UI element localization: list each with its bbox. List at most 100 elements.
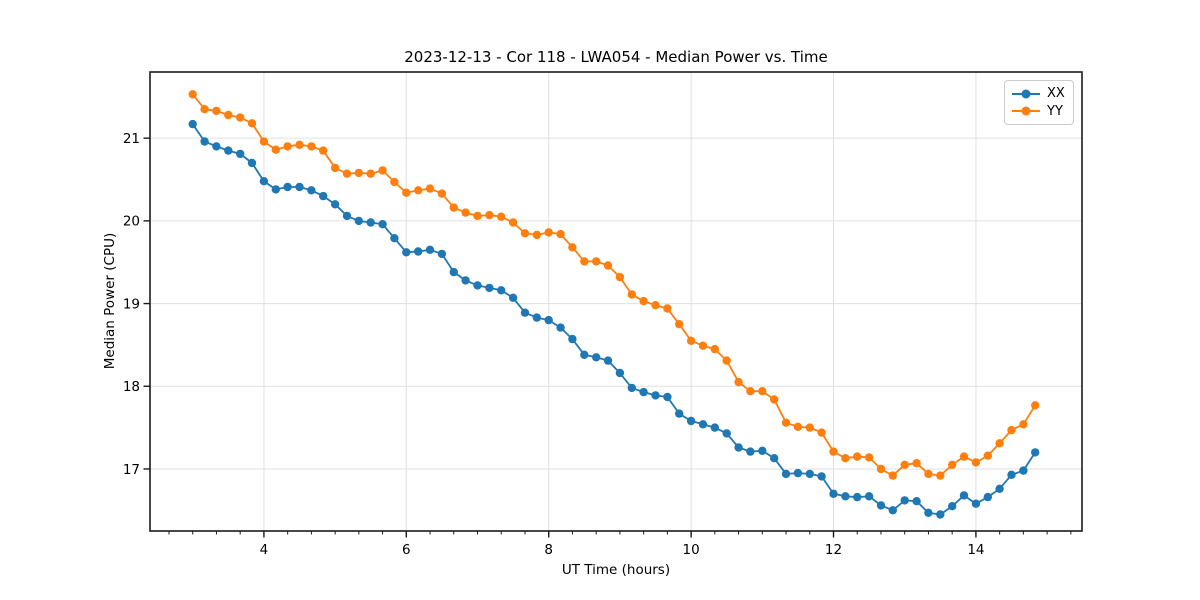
data-point-xx bbox=[876, 501, 886, 510]
y-axis-label: Median Power (CPU) bbox=[102, 232, 118, 370]
legend-item-yy: YY bbox=[1012, 105, 1066, 118]
data-point-yy bbox=[983, 451, 992, 460]
data-point-xx bbox=[520, 308, 530, 317]
data-point-yy bbox=[770, 395, 779, 404]
data-point-yy bbox=[330, 163, 340, 173]
data-point-yy bbox=[319, 146, 328, 155]
data-point-yy bbox=[651, 301, 660, 310]
data-point-xx bbox=[342, 211, 352, 221]
data-point-yy bbox=[307, 142, 316, 151]
data-point-yy bbox=[378, 166, 387, 175]
legend-line-marker-sample bbox=[1012, 88, 1040, 99]
data-point-xx bbox=[473, 281, 482, 290]
data-point-yy bbox=[437, 189, 447, 198]
legend: XX YY bbox=[1004, 80, 1074, 125]
data-point-xx bbox=[1031, 448, 1040, 457]
data-point-xx bbox=[615, 368, 625, 378]
x-tick-label: 12 bbox=[825, 542, 842, 558]
data-point-yy bbox=[912, 459, 921, 468]
axes-spines bbox=[149, 71, 1083, 532]
data-point-yy bbox=[485, 210, 494, 220]
data-point-xx bbox=[200, 137, 209, 146]
data-point-yy bbox=[995, 439, 1004, 448]
y-tick-label: 20 bbox=[123, 214, 140, 230]
data-point-xx bbox=[485, 283, 494, 293]
data-point-xx bbox=[829, 489, 838, 498]
data-point-yy bbox=[556, 229, 565, 239]
data-point-yy bbox=[188, 90, 197, 99]
data-point-yy bbox=[390, 177, 399, 187]
data-point-xx bbox=[425, 245, 435, 254]
data-point-xx bbox=[307, 186, 316, 195]
data-point-yy bbox=[461, 208, 470, 217]
data-point-yy bbox=[544, 228, 553, 237]
data-point-yy bbox=[746, 387, 755, 396]
data-point-xx bbox=[781, 469, 791, 479]
data-point-xx bbox=[414, 247, 423, 256]
series-line-xx bbox=[191, 123, 1036, 516]
data-point-xx bbox=[544, 315, 553, 325]
data-point-yy bbox=[402, 188, 411, 197]
data-point-xx bbox=[354, 216, 363, 226]
data-point-yy bbox=[259, 137, 269, 146]
data-point-yy bbox=[603, 261, 613, 270]
data-point-yy bbox=[497, 212, 506, 221]
data-point-xx bbox=[710, 423, 719, 432]
data-point-xx bbox=[853, 492, 862, 502]
data-point-xx bbox=[817, 472, 826, 481]
data-point-xx bbox=[675, 409, 684, 418]
data-point-yy bbox=[853, 452, 862, 461]
data-point-yy bbox=[532, 230, 541, 240]
data-point-xx bbox=[698, 420, 708, 429]
data-point-yy bbox=[592, 257, 601, 266]
data-point-yy bbox=[449, 203, 458, 212]
data-point-yy bbox=[473, 211, 482, 221]
data-point-yy bbox=[781, 418, 791, 427]
data-point-yy bbox=[864, 453, 874, 462]
data-point-xx bbox=[983, 492, 992, 502]
data-point-xx bbox=[437, 249, 447, 259]
data-point-yy bbox=[568, 243, 577, 252]
data-point-yy bbox=[247, 119, 257, 128]
data-point-yy bbox=[663, 304, 672, 313]
legend-line-marker-sample bbox=[1012, 106, 1040, 117]
data-point-xx bbox=[1019, 466, 1028, 475]
data-point-xx bbox=[758, 446, 767, 455]
data-point-yy bbox=[212, 106, 221, 116]
legend-item-xx: XX bbox=[1012, 87, 1066, 100]
y-tick-label: 17 bbox=[123, 462, 140, 478]
data-point-yy bbox=[971, 458, 981, 467]
data-point-xx bbox=[971, 499, 981, 508]
data-point-xx bbox=[449, 267, 458, 277]
data-point-xx bbox=[734, 443, 743, 452]
data-point-yy bbox=[627, 290, 636, 299]
data-point-xx bbox=[746, 447, 755, 456]
data-point-xx bbox=[366, 218, 375, 227]
data-point-yy bbox=[734, 377, 743, 387]
data-point-xx bbox=[959, 491, 969, 500]
x-tick-label: 10 bbox=[683, 542, 700, 558]
data-point-xx bbox=[319, 191, 328, 201]
data-point-xx bbox=[722, 429, 731, 438]
x-tick-label: 4 bbox=[260, 542, 269, 558]
data-point-xx bbox=[224, 146, 233, 155]
data-point-xx bbox=[497, 286, 506, 295]
y-tick-label: 18 bbox=[123, 379, 140, 395]
data-point-xx bbox=[580, 350, 589, 359]
data-point-yy bbox=[271, 145, 280, 154]
data-point-yy bbox=[1031, 401, 1040, 410]
data-point-xx bbox=[686, 416, 696, 426]
data-point-yy bbox=[841, 454, 850, 463]
data-point-yy bbox=[354, 168, 363, 178]
data-point-yy bbox=[295, 140, 304, 149]
data-point-yy bbox=[829, 447, 838, 456]
data-point-xx bbox=[948, 502, 957, 511]
data-point-yy bbox=[959, 452, 969, 461]
data-point-yy bbox=[888, 471, 897, 480]
data-point-xx bbox=[568, 334, 577, 344]
data-point-yy bbox=[224, 110, 233, 120]
data-point-yy bbox=[342, 169, 352, 178]
data-point-xx bbox=[603, 356, 613, 365]
